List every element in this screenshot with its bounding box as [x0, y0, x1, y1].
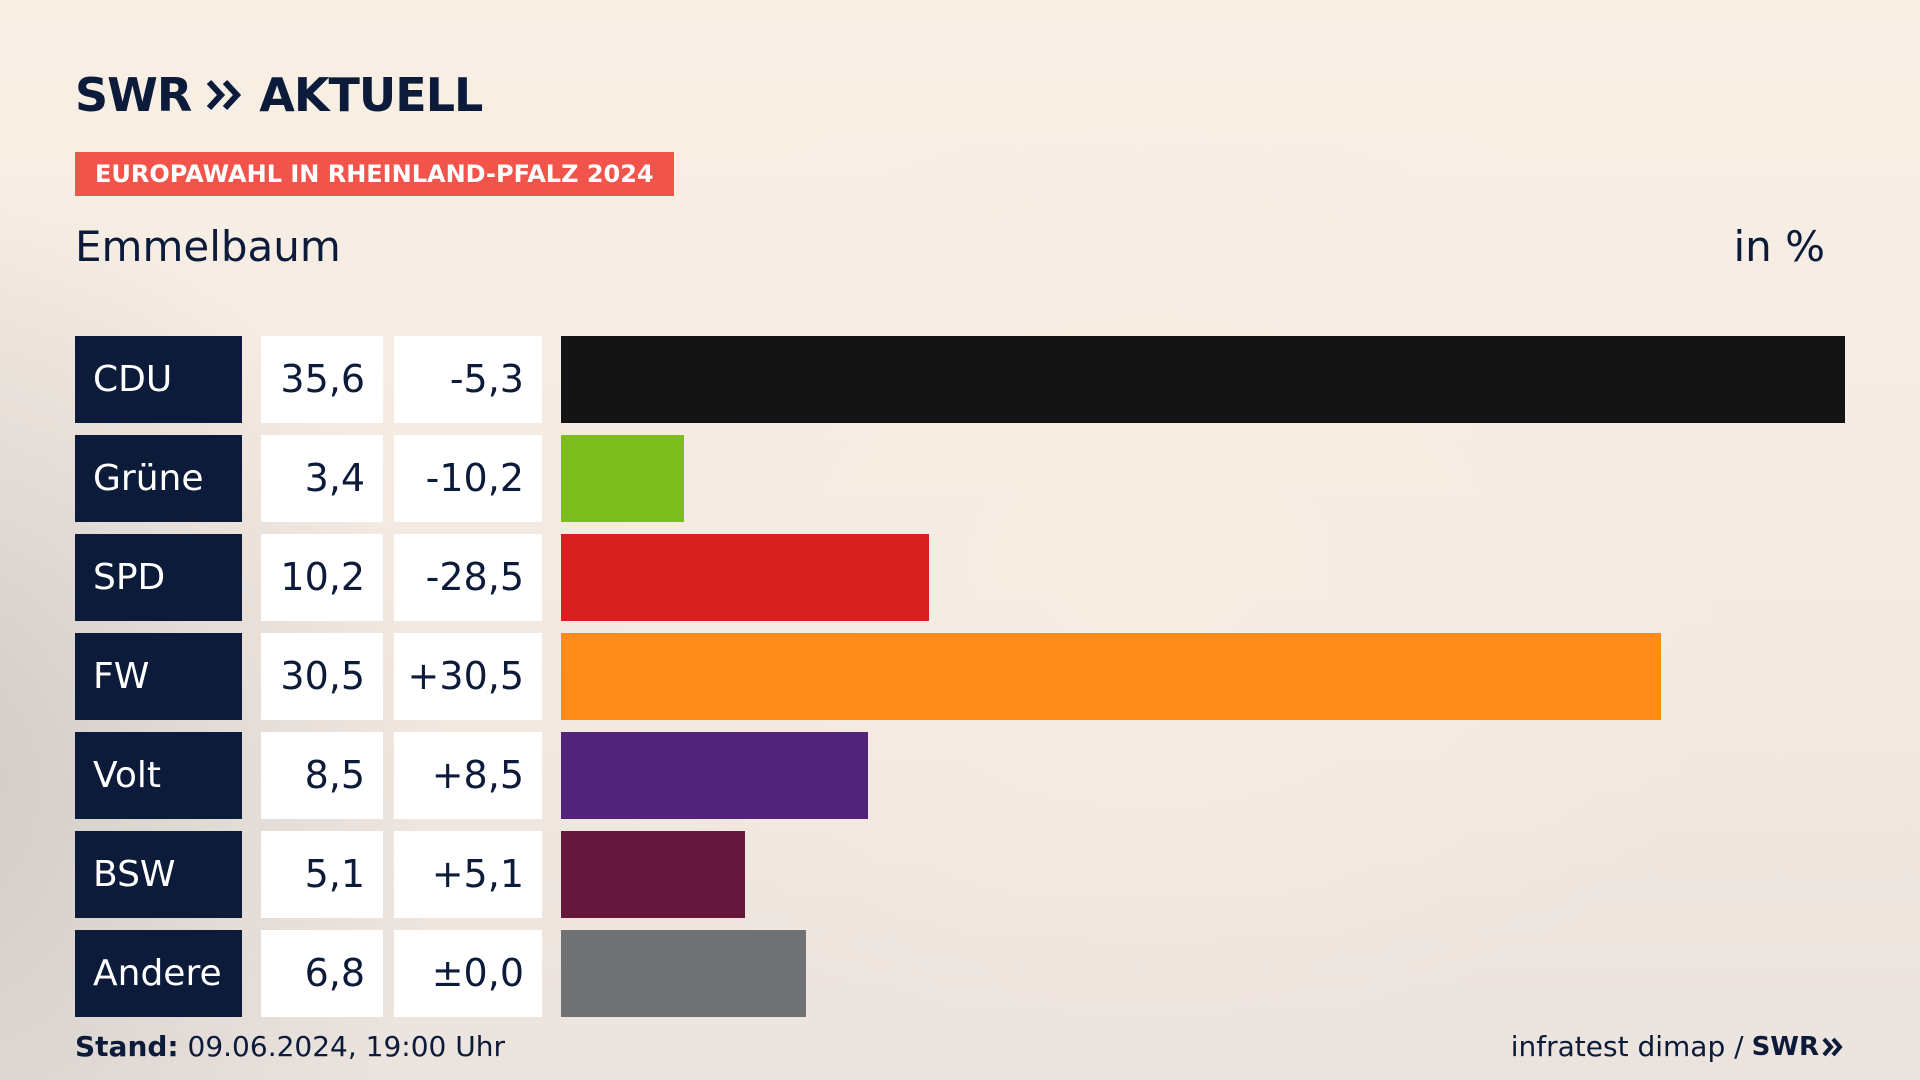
change-label: -5,3	[394, 336, 542, 423]
result-bar	[561, 336, 1845, 423]
result-bar	[561, 435, 684, 522]
result-bar	[561, 534, 929, 621]
change-label: +30,5	[394, 633, 542, 720]
footer-source: infratest dimap / SWR	[1511, 1030, 1845, 1063]
result-row: BSW 5,1 +5,1	[0, 831, 1920, 918]
value-label: 8,5	[261, 732, 383, 819]
result-bar	[561, 633, 1661, 720]
result-row: Volt 8,5 +8,5	[0, 732, 1920, 819]
source-text: infratest dimap /	[1510, 1030, 1744, 1063]
election-badge: EUROPAWAHL IN RHEINLAND-PFALZ 2024	[75, 152, 674, 196]
result-row: Andere 6,8 ±0,0	[0, 930, 1920, 1017]
change-label: +8,5	[394, 732, 542, 819]
result-row: Grüne 3,4 -10,2	[0, 435, 1920, 522]
stand-value: 09.06.2024, 19:00 Uhr	[187, 1030, 505, 1063]
value-label: 10,2	[261, 534, 383, 621]
result-row: FW 30,5 +30,5	[0, 633, 1920, 720]
value-label: 35,6	[261, 336, 383, 423]
party-label: CDU	[75, 336, 242, 423]
swr-aktuell-logo: SWR AKTUELL	[75, 68, 483, 122]
mini-logo-text: SWR	[1751, 1031, 1819, 1062]
stand-label: Stand:	[75, 1030, 179, 1063]
unit-label: in %	[1733, 222, 1825, 271]
double-chevron-icon	[205, 78, 245, 112]
value-label: 30,5	[261, 633, 383, 720]
result-bar	[561, 831, 745, 918]
value-label: 5,1	[261, 831, 383, 918]
change-label: ±0,0	[394, 930, 542, 1017]
value-label: 3,4	[261, 435, 383, 522]
party-label: BSW	[75, 831, 242, 918]
result-bar	[561, 930, 806, 1017]
chart-title: Emmelbaum	[75, 222, 341, 271]
party-label: Grüne	[75, 435, 242, 522]
change-label: +5,1	[394, 831, 542, 918]
change-label: -10,2	[394, 435, 542, 522]
value-label: 6,8	[261, 930, 383, 1017]
footer-stand: Stand: 09.06.2024, 19:00 Uhr	[75, 1030, 505, 1063]
swr-mini-logo: SWR	[1752, 1032, 1845, 1062]
result-row: CDU 35,6 -5,3	[0, 336, 1920, 423]
mini-chevron-icon	[1822, 1037, 1843, 1056]
logo-swr-text: SWR	[75, 68, 192, 122]
party-label: Andere	[75, 930, 242, 1017]
party-label: FW	[75, 633, 242, 720]
logo-aktuell-text: AKTUELL	[259, 68, 483, 122]
result-row: SPD 10,2 -28,5	[0, 534, 1920, 621]
change-label: -28,5	[394, 534, 542, 621]
party-label: Volt	[75, 732, 242, 819]
party-label: SPD	[75, 534, 242, 621]
result-bar	[561, 732, 868, 819]
